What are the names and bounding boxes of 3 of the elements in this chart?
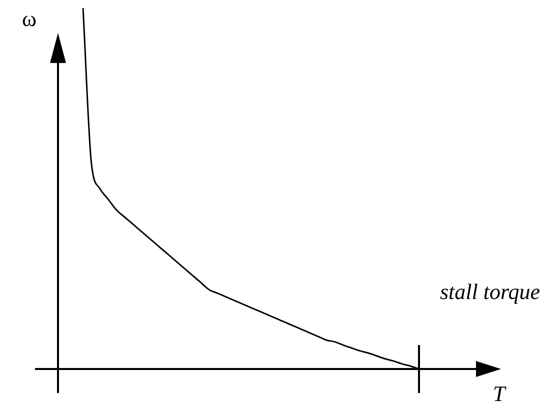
- x-axis-title: T: [492, 381, 507, 406]
- y-axis-title: ω: [22, 6, 36, 31]
- text: stall torque: [440, 279, 540, 304]
